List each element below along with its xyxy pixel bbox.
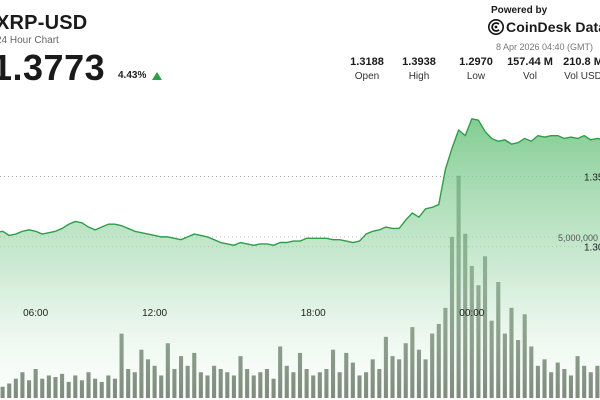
price-change: 4.43%: [118, 70, 147, 81]
stat-label: Low: [466, 71, 486, 82]
brand[interactable]: CoinDesk Data: [488, 19, 600, 35]
stat-label: Vol: [523, 71, 537, 82]
up-arrow-icon: [152, 72, 162, 80]
current-price: 1.3773: [0, 47, 106, 88]
x-tick-label: 12:00: [142, 308, 167, 319]
chart-subtitle: 24 Hour Chart: [0, 35, 59, 46]
y-tick-label: 1.30: [584, 243, 600, 254]
stat-label: High: [408, 71, 430, 82]
price-area: [0, 118, 600, 398]
axis-ticks: 06:00 12:00 18:00 00:00 1.35 1.305,000,000: [23, 172, 600, 319]
y-tick-label: 1.35: [584, 172, 600, 183]
x-tick-label: 00:00: [459, 308, 484, 319]
stat-vol: 157.44 M Vol: [500, 56, 560, 82]
stat-label: Open: [354, 71, 380, 82]
stat-value: 210.8 M: [563, 56, 600, 68]
volume-tick-label: 5,000,000: [558, 233, 598, 243]
chart-title: XRP-USD: [0, 12, 88, 34]
price-area-fill: [0, 118, 600, 398]
stat-open: 1.3188 Open: [337, 56, 397, 82]
price-line: [0, 118, 600, 247]
powered-by-label: Powered by: [491, 5, 548, 16]
stat-value: 157.44 M: [507, 56, 553, 68]
stat-value: 1.2970: [459, 56, 493, 68]
stat-vol-usd: 210.8 M Vol USD: [553, 56, 600, 82]
stat-label: Vol USD: [564, 71, 600, 82]
timestamp: 8 Apr 2026 04:40 (GMT): [496, 42, 594, 52]
brand-name: CoinDesk Data: [506, 19, 600, 35]
stat-low: 1.2970 Low: [446, 56, 506, 82]
stat-value: 1.3938: [402, 56, 436, 68]
coindesk-logo-icon: [488, 19, 504, 35]
x-tick-label: 18:00: [301, 308, 326, 319]
stat-value: 1.3188: [350, 56, 384, 68]
stat-high: 1.3938 High: [389, 56, 449, 82]
x-tick-label: 06:00: [23, 308, 48, 319]
